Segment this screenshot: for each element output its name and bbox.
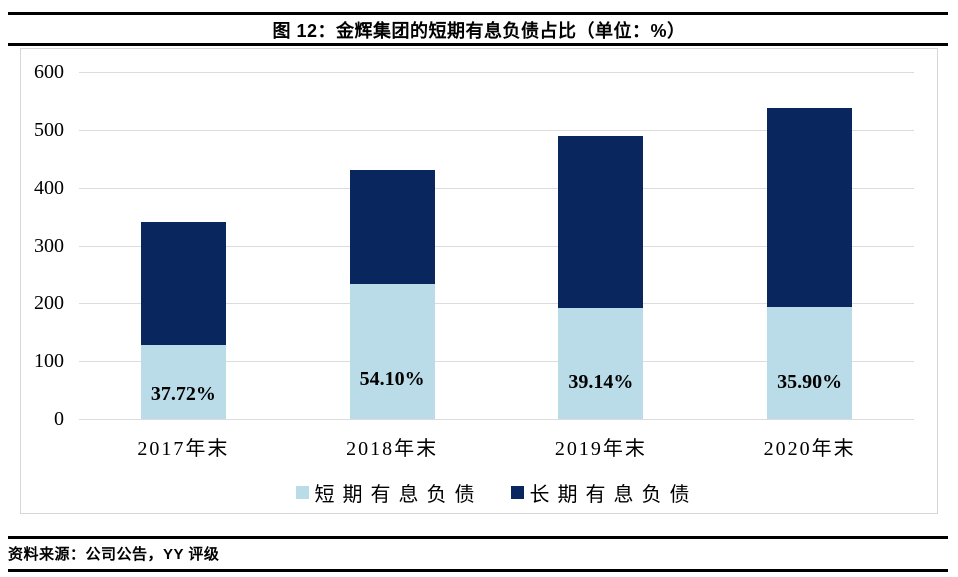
title-rule (8, 43, 948, 46)
legend: 短期有息负债 长期有息负债 (79, 478, 914, 507)
bar-segment-long-term (558, 135, 644, 308)
gridline (79, 303, 914, 305)
legend-item: 短期有息负债 (295, 478, 483, 507)
bar-percent-label: 37.72% (150, 383, 216, 406)
bar-segment-short-term (767, 307, 853, 419)
x-axis-category-label: 2019年末 (554, 438, 647, 460)
x-axis-category-label: 2017年末 (137, 438, 230, 460)
y-axis-tick-label: 500 (34, 118, 64, 141)
gridline (79, 419, 914, 420)
gridline (79, 187, 914, 189)
y-axis-tick-label: 400 (34, 176, 64, 199)
legend-item: 长期有息负债 (510, 478, 698, 507)
y-axis-tick-label: 200 (34, 292, 64, 315)
gridline (79, 72, 914, 73)
bar-segment-short-term (349, 284, 435, 419)
gridline (79, 245, 914, 247)
legend-swatch-short-term-icon (295, 486, 309, 499)
figure-title: 图 12：金辉集团的短期有息负债占比（单位：%） (272, 21, 686, 41)
x-axis-category-label: 2018年末 (346, 438, 439, 460)
gridline (79, 361, 914, 363)
top-rule (8, 12, 948, 15)
gridline (79, 129, 914, 131)
y-axis-tick-label: 600 (34, 61, 64, 83)
bar-percent-label: 35.90% (777, 370, 843, 393)
bar-segment-short-term (558, 308, 644, 419)
legend-label: 短期有息负债 (314, 484, 483, 506)
x-axis-category-label: 2020年末 (763, 438, 856, 460)
legend-swatch-long-term-icon (510, 486, 524, 499)
y-axis-tick-label: 0 (54, 408, 64, 430)
chart-frame: 0 100 200 300 400 500 600 37.72% 2017年末 54.10% 201… (20, 48, 938, 514)
legend-label: 长期有息负债 (529, 484, 698, 506)
bar-segment-short-term (140, 345, 226, 419)
plot-area: 0 100 200 300 400 500 600 37.72% 2017年末 54.10% 201… (21, 49, 937, 513)
bar-percent-label: 39.14% (568, 371, 634, 393)
bar-percent-label: 54.10% (359, 368, 425, 390)
source-text: 资料来源：公司公告，YY 评级 (8, 546, 220, 563)
bar-segment-long-term (140, 222, 226, 345)
bottom-rule (8, 569, 948, 572)
bar-segment-long-term (349, 169, 435, 285)
y-axis-tick-label: 100 (34, 350, 64, 373)
source-rule (8, 536, 948, 539)
bar-segment-long-term (767, 108, 853, 308)
y-axis-tick-label: 300 (34, 234, 64, 257)
